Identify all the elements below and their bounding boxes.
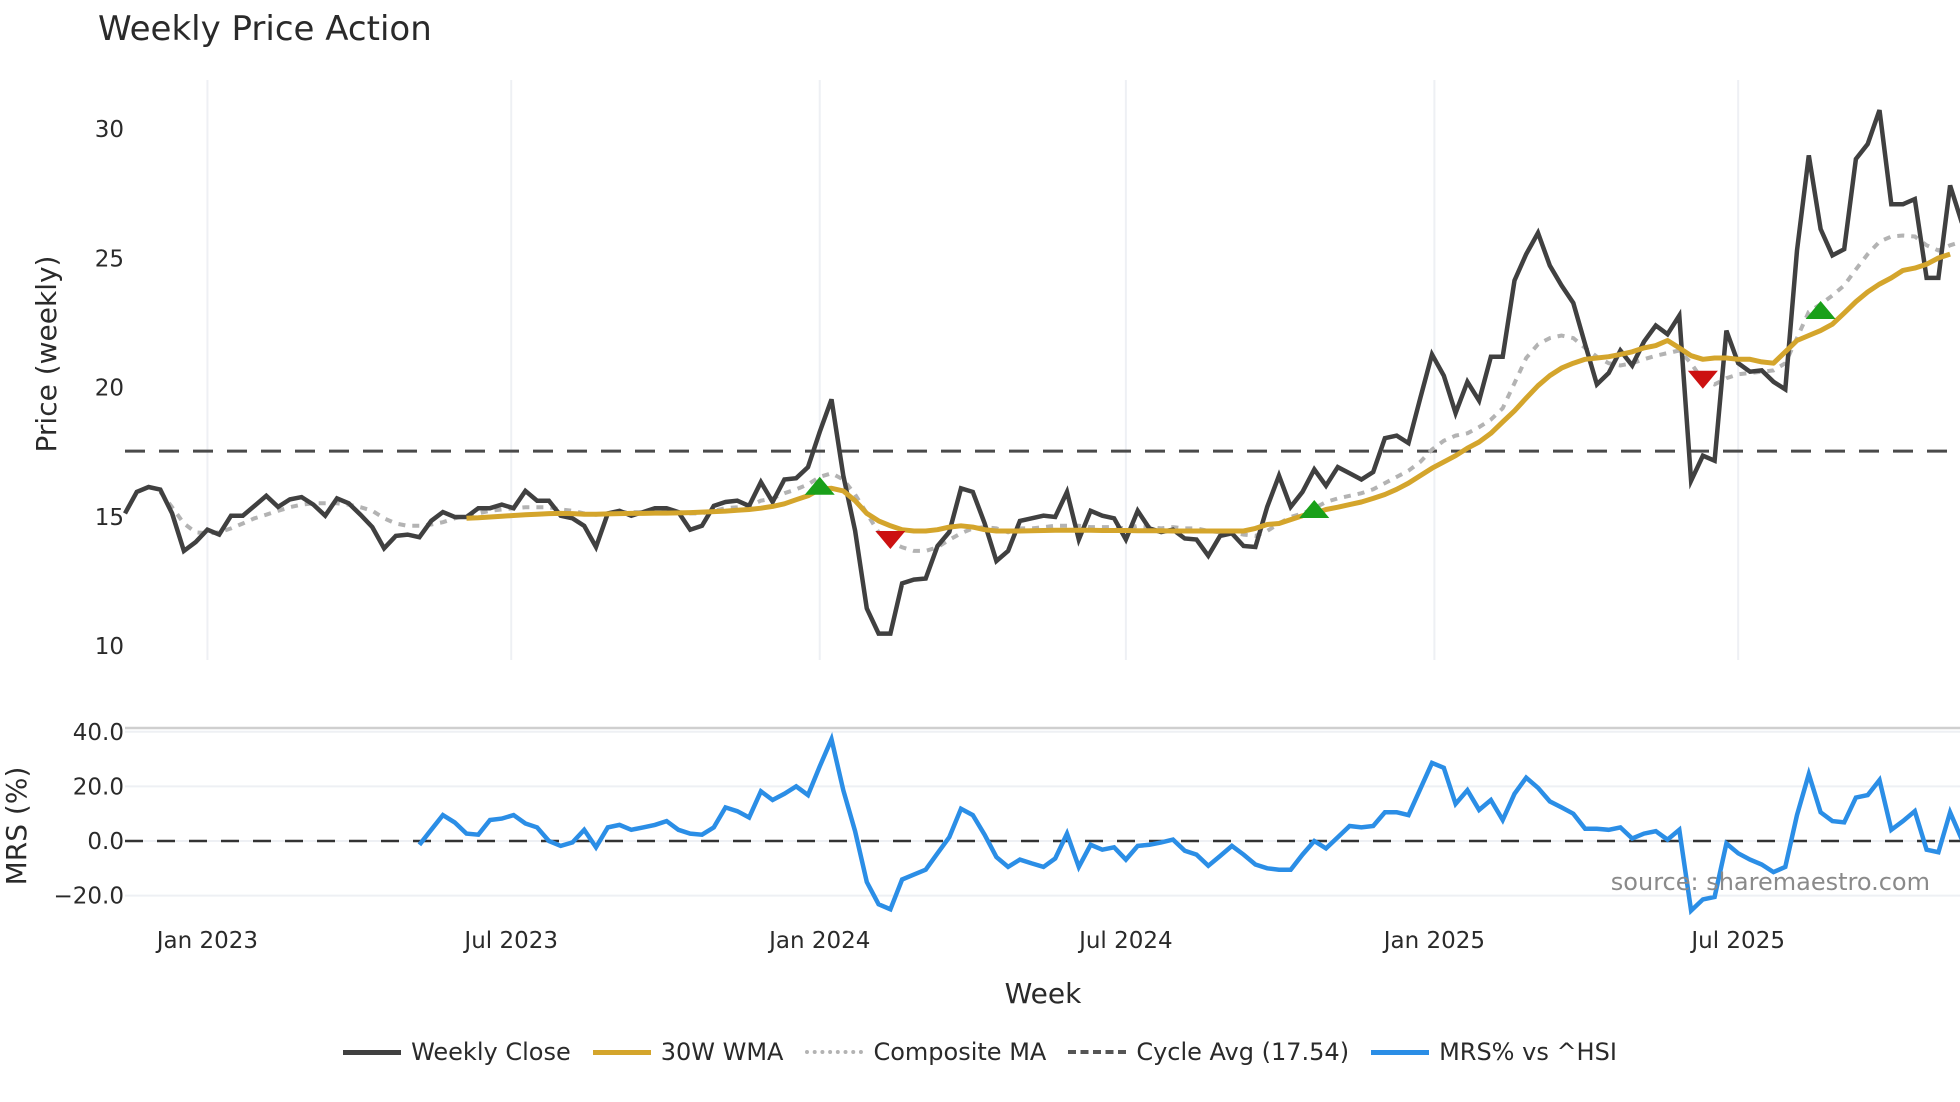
mrs-line bbox=[417, 732, 1960, 916]
legend-item-composite-ma[interactable]: Composite MA bbox=[805, 1038, 1046, 1066]
mrs-y-tick: 0.0 bbox=[87, 829, 124, 855]
x-tick-label: Jan 2023 bbox=[155, 928, 258, 954]
legend-item-weekly-close[interactable]: Weekly Close bbox=[343, 1038, 571, 1066]
price-y-tick: 10 bbox=[95, 634, 124, 660]
chart-legend: Weekly Close 30W WMA Composite MA Cycle … bbox=[0, 1030, 1960, 1074]
price-y-tick: 20 bbox=[95, 376, 124, 402]
price-y-axis-label: Price (weekly) bbox=[30, 256, 63, 453]
mrs-series bbox=[417, 732, 1960, 916]
buy-signal-triangle-up-icon bbox=[804, 476, 835, 495]
mrs-swatch-icon bbox=[1371, 1049, 1430, 1055]
price-y-tick: 15 bbox=[95, 505, 124, 531]
legend-label: Cycle Avg (17.54) bbox=[1136, 1038, 1350, 1066]
x-tick-label: Jul 2025 bbox=[1689, 928, 1785, 954]
x-axis-label: Week bbox=[1005, 977, 1082, 1010]
weekly-close-line bbox=[123, 109, 1960, 636]
legend-label: 30W WMA bbox=[660, 1038, 784, 1066]
signal-markers bbox=[804, 300, 1836, 550]
buy-signal-triangle-up-icon bbox=[1299, 499, 1330, 518]
legend-item-mrs[interactable]: MRS% vs ^HSI bbox=[1371, 1038, 1617, 1066]
sell-signal-triangle-down-icon bbox=[875, 531, 906, 550]
legend-item-cycle-avg[interactable]: Cycle Avg (17.54) bbox=[1068, 1038, 1349, 1066]
x-tick-label: Jul 2024 bbox=[1077, 928, 1173, 954]
composite-ma-line bbox=[158, 233, 1960, 553]
legend-label: Weekly Close bbox=[411, 1038, 571, 1066]
price-series bbox=[123, 109, 1960, 636]
cycle-avg-swatch-icon bbox=[1068, 1050, 1127, 1054]
buy-signal-triangle-up-icon bbox=[1805, 300, 1836, 319]
price-y-tick: 30 bbox=[95, 117, 124, 143]
mrs-y-tick: −20.0 bbox=[54, 884, 124, 910]
legend-item-30w-wma[interactable]: 30W WMA bbox=[592, 1038, 784, 1066]
wma-30w-line bbox=[466, 251, 1951, 534]
price-panel-grid: 10 15 20 25 30 bbox=[95, 80, 1740, 660]
legend-label: MRS% vs ^HSI bbox=[1439, 1038, 1617, 1066]
sell-signal-triangle-down-icon bbox=[1687, 370, 1718, 389]
composite-ma-swatch-icon bbox=[805, 1050, 864, 1054]
chart-title: Weekly Price Action bbox=[98, 9, 432, 49]
legend-label: Composite MA bbox=[873, 1038, 1047, 1066]
x-axis-ticks: Jan 2023 Jul 2023 Jan 2024 Jul 2024 Jan 2025… bbox=[155, 928, 1785, 954]
x-tick-label: Jan 2024 bbox=[767, 928, 870, 954]
weekly-close-swatch-icon bbox=[343, 1049, 402, 1055]
mrs-panel-grid: 40.0 20.0 0.0 −20.0 bbox=[54, 720, 1960, 910]
source-attribution: source: sharemaestro.com bbox=[1611, 868, 1930, 896]
x-tick-label: Jul 2023 bbox=[462, 928, 558, 954]
price-y-tick: 25 bbox=[95, 246, 124, 272]
mrs-y-tick: 20.0 bbox=[73, 774, 124, 800]
x-tick-label: Jan 2025 bbox=[1382, 928, 1485, 954]
mrs-y-tick: 40.0 bbox=[73, 720, 124, 746]
mrs-y-axis-label: MRS (%) bbox=[0, 767, 33, 886]
wma-swatch-icon bbox=[592, 1049, 651, 1055]
